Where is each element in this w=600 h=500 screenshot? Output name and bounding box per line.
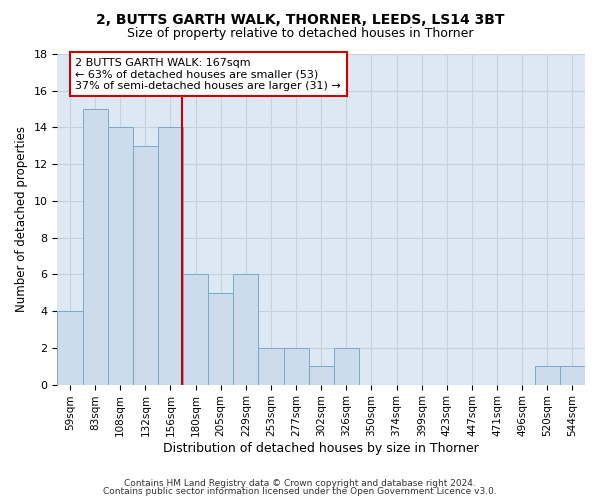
Bar bbox=[284, 348, 308, 385]
Bar bbox=[107, 128, 133, 384]
Bar bbox=[233, 274, 259, 384]
Bar bbox=[308, 366, 334, 384]
Bar bbox=[259, 348, 284, 385]
Text: Size of property relative to detached houses in Thorner: Size of property relative to detached ho… bbox=[127, 28, 473, 40]
Bar bbox=[183, 274, 208, 384]
Bar bbox=[58, 311, 83, 384]
Text: Contains HM Land Registry data © Crown copyright and database right 2024.: Contains HM Land Registry data © Crown c… bbox=[124, 478, 476, 488]
Text: 2, BUTTS GARTH WALK, THORNER, LEEDS, LS14 3BT: 2, BUTTS GARTH WALK, THORNER, LEEDS, LS1… bbox=[96, 12, 504, 26]
Bar bbox=[535, 366, 560, 384]
Bar bbox=[334, 348, 359, 385]
Bar bbox=[208, 293, 233, 384]
X-axis label: Distribution of detached houses by size in Thorner: Distribution of detached houses by size … bbox=[163, 442, 479, 455]
Bar bbox=[560, 366, 585, 384]
Bar bbox=[83, 109, 107, 384]
Y-axis label: Number of detached properties: Number of detached properties bbox=[15, 126, 28, 312]
Bar bbox=[158, 128, 183, 384]
Bar bbox=[133, 146, 158, 384]
Text: Contains public sector information licensed under the Open Government Licence v3: Contains public sector information licen… bbox=[103, 487, 497, 496]
Text: 2 BUTTS GARTH WALK: 167sqm
← 63% of detached houses are smaller (53)
37% of semi: 2 BUTTS GARTH WALK: 167sqm ← 63% of deta… bbox=[76, 58, 341, 91]
